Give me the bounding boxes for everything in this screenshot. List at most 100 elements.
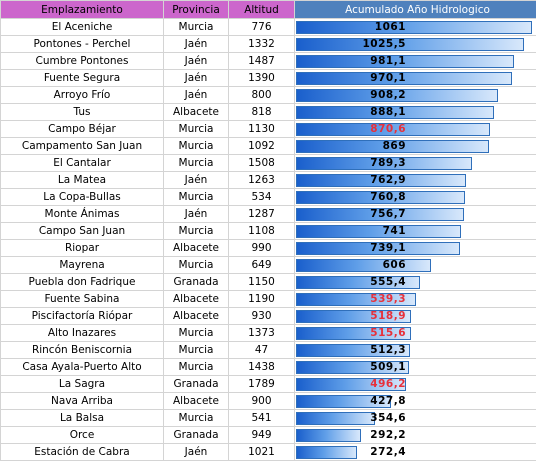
header-altitud[interactable]: Altitud — [228, 0, 295, 19]
cell-emplazamiento[interactable]: Pontones - Perchel — [0, 35, 164, 53]
cell-acumulado[interactable]: 292,2 — [294, 426, 536, 444]
cell-acumulado[interactable]: 741 — [294, 222, 536, 240]
cell-emplazamiento[interactable]: Puebla don Fadrique — [0, 273, 164, 291]
cell-emplazamiento[interactable]: Monte Ánimas — [0, 205, 164, 223]
cell-acumulado[interactable]: 760,8 — [294, 188, 536, 206]
cell-provincia[interactable]: Jaén — [163, 443, 229, 461]
cell-provincia[interactable]: Murcia — [163, 324, 229, 342]
cell-acumulado[interactable]: 539,3 — [294, 290, 536, 308]
cell-emplazamiento[interactable]: Fuente Sabina — [0, 290, 164, 308]
cell-altitud[interactable]: 1789 — [228, 375, 295, 393]
cell-emplazamiento[interactable]: La Matea — [0, 171, 164, 189]
cell-altitud[interactable]: 1487 — [228, 52, 295, 70]
cell-provincia[interactable]: Albacete — [163, 103, 229, 121]
header-emplazamiento[interactable]: Emplazamiento — [0, 0, 164, 19]
cell-altitud[interactable]: 534 — [228, 188, 295, 206]
cell-emplazamiento[interactable]: El Cantalar — [0, 154, 164, 172]
cell-altitud[interactable]: 900 — [228, 392, 295, 410]
cell-emplazamiento[interactable]: Campo San Juan — [0, 222, 164, 240]
cell-acumulado[interactable]: 518,9 — [294, 307, 536, 325]
cell-acumulado[interactable]: 354,6 — [294, 409, 536, 427]
cell-emplazamiento[interactable]: Nava Arriba — [0, 392, 164, 410]
cell-acumulado[interactable]: 756,7 — [294, 205, 536, 223]
cell-altitud[interactable]: 1332 — [228, 35, 295, 53]
cell-acumulado[interactable]: 427,8 — [294, 392, 536, 410]
cell-emplazamiento[interactable]: Casa Ayala-Puerto Alto — [0, 358, 164, 376]
cell-acumulado[interactable]: 981,1 — [294, 52, 536, 70]
cell-acumulado[interactable]: 606 — [294, 256, 536, 274]
cell-provincia[interactable]: Albacete — [163, 239, 229, 257]
cell-emplazamiento[interactable]: Mayrena — [0, 256, 164, 274]
cell-emplazamiento[interactable]: Orce — [0, 426, 164, 444]
cell-provincia[interactable]: Murcia — [163, 256, 229, 274]
cell-altitud[interactable]: 1508 — [228, 154, 295, 172]
cell-emplazamiento[interactable]: Arroyo Frío — [0, 86, 164, 104]
cell-emplazamiento[interactable]: El Aceniche — [0, 18, 164, 36]
cell-altitud[interactable]: 1108 — [228, 222, 295, 240]
cell-emplazamiento[interactable]: Cumbre Pontones — [0, 52, 164, 70]
cell-altitud[interactable]: 1150 — [228, 273, 295, 291]
cell-provincia[interactable]: Albacete — [163, 290, 229, 308]
cell-acumulado[interactable]: 1061 — [294, 18, 536, 36]
cell-emplazamiento[interactable]: La Sagra — [0, 375, 164, 393]
cell-emplazamiento[interactable]: Fuente Segura — [0, 69, 164, 87]
cell-altitud[interactable]: 818 — [228, 103, 295, 121]
cell-acumulado[interactable]: 762,9 — [294, 171, 536, 189]
cell-altitud[interactable]: 776 — [228, 18, 295, 36]
cell-emplazamiento[interactable]: Piscifactoría Riópar — [0, 307, 164, 325]
cell-acumulado[interactable]: 555,4 — [294, 273, 536, 291]
cell-acumulado[interactable]: 509,1 — [294, 358, 536, 376]
cell-emplazamiento[interactable]: Campamento San Juan — [0, 137, 164, 155]
cell-provincia[interactable]: Jaén — [163, 35, 229, 53]
cell-acumulado[interactable]: 512,3 — [294, 341, 536, 359]
cell-altitud[interactable]: 800 — [228, 86, 295, 104]
cell-provincia[interactable]: Albacete — [163, 392, 229, 410]
cell-emplazamiento[interactable]: Estación de Cabra — [0, 443, 164, 461]
cell-altitud[interactable]: 1021 — [228, 443, 295, 461]
cell-altitud[interactable]: 1287 — [228, 205, 295, 223]
cell-altitud[interactable]: 1092 — [228, 137, 295, 155]
cell-provincia[interactable]: Jaén — [163, 52, 229, 70]
cell-acumulado[interactable]: 908,2 — [294, 86, 536, 104]
cell-altitud[interactable]: 990 — [228, 239, 295, 257]
cell-provincia[interactable]: Murcia — [163, 154, 229, 172]
cell-provincia[interactable]: Murcia — [163, 409, 229, 427]
cell-acumulado[interactable]: 789,3 — [294, 154, 536, 172]
cell-altitud[interactable]: 47 — [228, 341, 295, 359]
cell-emplazamiento[interactable]: Riopar — [0, 239, 164, 257]
cell-emplazamiento[interactable]: Rincón Beniscornia — [0, 341, 164, 359]
cell-acumulado[interactable]: 739,1 — [294, 239, 536, 257]
cell-acumulado[interactable]: 496,2 — [294, 375, 536, 393]
cell-altitud[interactable]: 649 — [228, 256, 295, 274]
cell-acumulado[interactable]: 869 — [294, 137, 536, 155]
cell-provincia[interactable]: Murcia — [163, 188, 229, 206]
cell-altitud[interactable]: 949 — [228, 426, 295, 444]
cell-acumulado[interactable]: 870,6 — [294, 120, 536, 138]
cell-provincia[interactable]: Granada — [163, 426, 229, 444]
cell-emplazamiento[interactable]: Campo Béjar — [0, 120, 164, 138]
cell-provincia[interactable]: Jaén — [163, 205, 229, 223]
cell-emplazamiento[interactable]: La Balsa — [0, 409, 164, 427]
cell-acumulado[interactable]: 1025,5 — [294, 35, 536, 53]
cell-acumulado[interactable]: 888,1 — [294, 103, 536, 121]
header-acumulado[interactable]: Acumulado Año Hidrologico — [294, 0, 536, 19]
cell-provincia[interactable]: Albacete — [163, 307, 229, 325]
cell-emplazamiento[interactable]: Tus — [0, 103, 164, 121]
cell-altitud[interactable]: 1390 — [228, 69, 295, 87]
cell-provincia[interactable]: Murcia — [163, 341, 229, 359]
cell-acumulado[interactable]: 515,6 — [294, 324, 536, 342]
cell-acumulado[interactable]: 272,4 — [294, 443, 536, 461]
cell-altitud[interactable]: 1438 — [228, 358, 295, 376]
header-provincia[interactable]: Provincia — [163, 0, 229, 19]
cell-emplazamiento[interactable]: Alto Inazares — [0, 324, 164, 342]
cell-provincia[interactable]: Murcia — [163, 137, 229, 155]
cell-altitud[interactable]: 1190 — [228, 290, 295, 308]
cell-emplazamiento[interactable]: La Copa-Bullas — [0, 188, 164, 206]
cell-provincia[interactable]: Murcia — [163, 358, 229, 376]
cell-provincia[interactable]: Murcia — [163, 120, 229, 138]
cell-altitud[interactable]: 541 — [228, 409, 295, 427]
cell-acumulado[interactable]: 970,1 — [294, 69, 536, 87]
cell-provincia[interactable]: Granada — [163, 273, 229, 291]
cell-provincia[interactable]: Jaén — [163, 86, 229, 104]
cell-altitud[interactable]: 1373 — [228, 324, 295, 342]
